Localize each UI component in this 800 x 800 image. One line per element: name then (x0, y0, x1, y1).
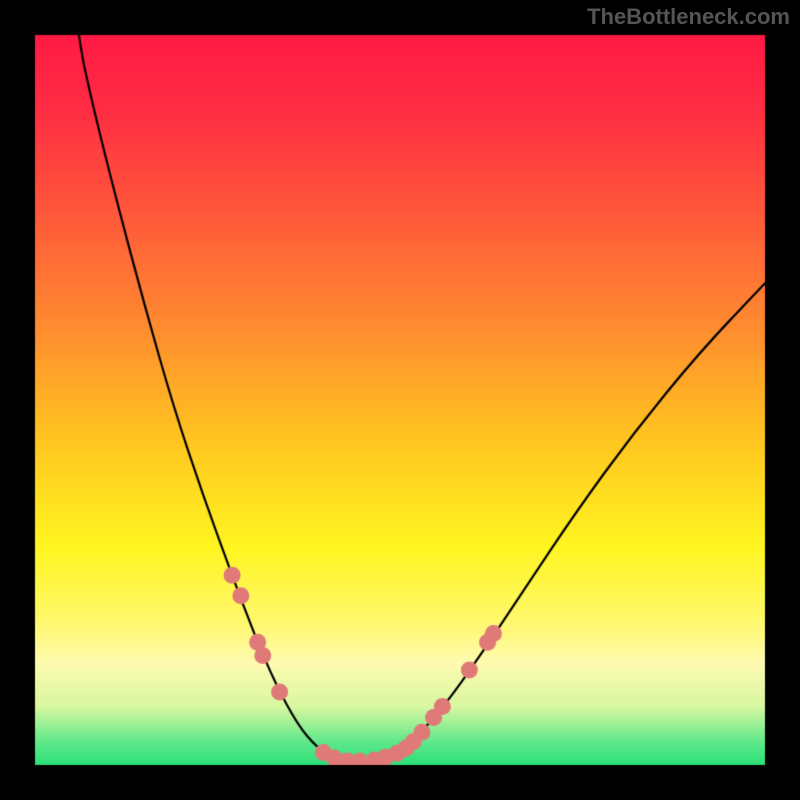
chart-container: TheBottleneck.com (0, 0, 800, 800)
bottleneck-chart (0, 0, 800, 800)
watermark-text: TheBottleneck.com (587, 4, 790, 30)
